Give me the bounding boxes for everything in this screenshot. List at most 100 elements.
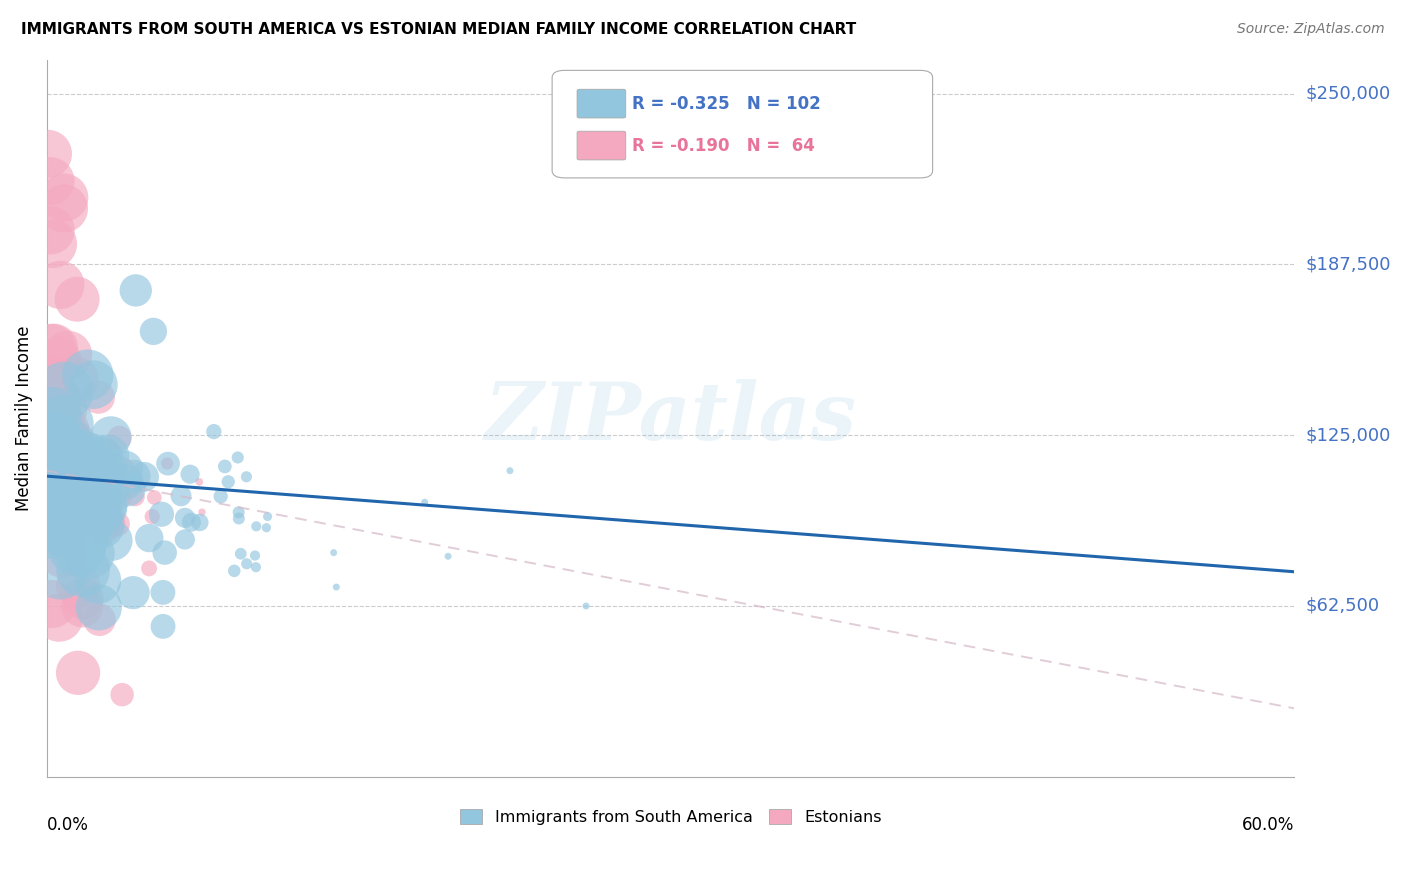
Point (73, 504, 96, 518)
Point (105, 516, 128, 531)
Point (138, 561, 160, 575)
Point (254, 521, 277, 535)
Point (93, 499, 115, 513)
Point (97, 449, 120, 463)
Point (42, 237, 65, 252)
Point (90, 452, 112, 467)
Point (575, 599, 598, 613)
FancyBboxPatch shape (576, 131, 626, 160)
Point (235, 557, 257, 571)
Point (72, 599, 94, 614)
Text: R = -0.190   N =  64: R = -0.190 N = 64 (631, 136, 815, 154)
Point (141, 509, 163, 524)
Point (152, 619, 174, 633)
Text: IMMIGRANTS FROM SOUTH AMERICA VS ESTONIAN MEDIAN FAMILY INCOME CORRELATION CHART: IMMIGRANTS FROM SOUTH AMERICA VS ESTONIA… (21, 22, 856, 37)
Point (224, 564, 246, 578)
Point (114, 461, 136, 475)
Point (100, 430, 122, 444)
Point (89, 507, 111, 521)
Point (66, 475, 89, 490)
Point (125, 284, 148, 298)
Point (66, 292, 89, 306)
Point (66, 447, 89, 461)
Point (46, 393, 69, 408)
Point (72, 591, 94, 606)
Point (63, 468, 86, 483)
Point (413, 495, 436, 509)
Point (49, 469, 72, 483)
Point (179, 467, 201, 482)
Point (82, 377, 104, 392)
Point (56, 348, 79, 362)
Point (94, 498, 117, 512)
Point (76, 368, 98, 383)
Point (170, 489, 193, 503)
Point (53, 423, 76, 437)
Point (143, 491, 166, 505)
Point (42, 458, 65, 473)
Point (67, 513, 90, 527)
Point (59, 434, 82, 449)
Point (157, 457, 180, 471)
Point (322, 546, 344, 560)
Point (499, 464, 522, 478)
Point (67, 578, 90, 592)
Point (72, 451, 94, 466)
Point (53, 384, 76, 399)
Point (38, 374, 60, 388)
Point (52, 202, 75, 216)
Point (73, 525, 96, 540)
Point (67, 507, 90, 521)
Point (117, 482, 139, 496)
Point (38, 503, 60, 517)
Point (124, 490, 146, 504)
Point (87, 472, 110, 486)
Text: Source: ZipAtlas.com: Source: ZipAtlas.com (1237, 22, 1385, 37)
Point (243, 549, 266, 563)
Point (70, 507, 93, 521)
Point (91, 518, 114, 533)
Point (69, 482, 91, 496)
Point (100, 516, 122, 531)
Point (226, 450, 249, 465)
Point (152, 585, 174, 599)
Point (101, 533, 124, 548)
Point (76, 471, 98, 485)
Point (84, 503, 107, 517)
Point (142, 325, 165, 339)
Point (48, 610, 70, 624)
Point (79, 547, 101, 561)
Point (48, 500, 70, 515)
Point (80, 513, 103, 527)
Point (94, 500, 117, 515)
Point (229, 547, 252, 561)
Point (37, 371, 59, 385)
Point (38, 522, 60, 536)
FancyBboxPatch shape (576, 89, 626, 118)
Point (66, 507, 89, 521)
Point (173, 533, 195, 547)
FancyBboxPatch shape (553, 70, 932, 178)
Point (191, 505, 214, 519)
Point (89, 497, 111, 511)
Point (153, 546, 176, 560)
Point (97, 479, 120, 493)
Point (41, 470, 63, 484)
Point (217, 475, 239, 489)
Point (89, 613, 111, 627)
Point (150, 507, 173, 521)
Point (39, 174, 62, 188)
Text: $125,000: $125,000 (1306, 426, 1391, 444)
Point (66, 462, 89, 476)
Text: R = -0.325   N = 102: R = -0.325 N = 102 (631, 95, 821, 112)
Point (94, 446, 117, 460)
Text: $62,500: $62,500 (1306, 597, 1379, 615)
Point (46, 354, 69, 368)
Point (53, 465, 76, 479)
Point (52, 520, 75, 534)
Point (66, 541, 89, 556)
Point (156, 457, 179, 471)
Point (53, 479, 76, 493)
Point (39, 223, 62, 237)
Point (180, 515, 202, 529)
